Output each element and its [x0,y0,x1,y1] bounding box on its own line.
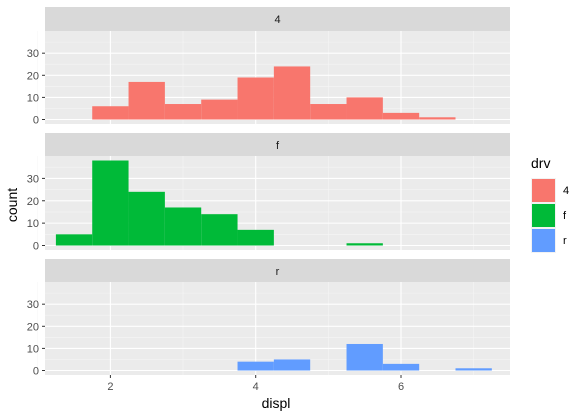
x-tick-label: 6 [398,381,404,393]
y-tick-label: 10 [27,343,39,355]
legend-label: r [563,235,567,247]
histogram-bar [237,77,274,120]
facet-strip [45,133,510,157]
histogram-bar [92,160,129,246]
facet-strip-label: f [276,140,280,152]
facet-strip-label: 4 [274,14,280,26]
histogram-bar [346,243,383,246]
histogram-bar [455,368,492,371]
x-tick-label: 4 [253,381,259,393]
legend-items: 4 f r [531,178,569,253]
y-tick-label: 20 [27,321,39,333]
histogram-bar [128,191,165,246]
y-tick-label: 30 [27,299,39,311]
y-tick-label: 0 [33,241,39,253]
histogram-bar [419,117,456,120]
facet-strip-label: r [276,266,280,278]
histogram-bar [201,214,238,246]
y-tick-label: 20 [27,70,39,82]
facet-strip [45,7,510,31]
y-tick-label: 0 [33,366,39,378]
legend-label: f [563,210,567,222]
facet-panel-r: r 0 10 20 30 [27,259,510,378]
histogram-bar [346,97,383,120]
facet-panel-4: 4 0 10 20 30 [27,7,510,127]
histogram-bar [164,104,202,120]
legend: drv 4 f r [531,155,569,253]
y-tick-label: 20 [27,196,39,208]
y-tick-label: 0 [33,115,39,127]
facet-panel-f: f 0 10 20 30 [27,133,510,253]
legend-label: 4 [563,185,569,197]
x-tick-label: 2 [107,381,113,393]
histogram-bar [55,234,93,246]
y-axis-title: count [4,188,20,222]
legend-key-r [532,229,555,252]
histogram-bar [382,112,420,120]
histogram-bar [273,359,311,371]
y-tick-label: 30 [27,48,39,60]
histogram-bar [273,66,311,120]
x-axis-title: displ [262,395,291,411]
y-tick-label: 10 [27,218,39,230]
x-axis: 2 4 6 [107,375,404,393]
histogram-bar [128,81,165,120]
histogram-bar [237,361,274,371]
legend-key-4 [532,179,555,202]
facet-strip [45,259,510,283]
histogram-bar [92,106,129,120]
histogram-bar [164,207,202,246]
histogram-bar [237,229,274,246]
y-tick-label: 10 [27,92,39,104]
histogram-bar [310,104,347,120]
histogram-bar [346,343,383,371]
histogram-bar [201,99,238,120]
y-tick-label: 30 [27,173,39,185]
legend-title: drv [531,155,550,171]
legend-key-f [532,204,555,227]
facet-panels: 4 0 10 20 30 f 0 10 20 30 r 0 10 20 30 [27,7,510,378]
histogram-bar [382,363,420,371]
